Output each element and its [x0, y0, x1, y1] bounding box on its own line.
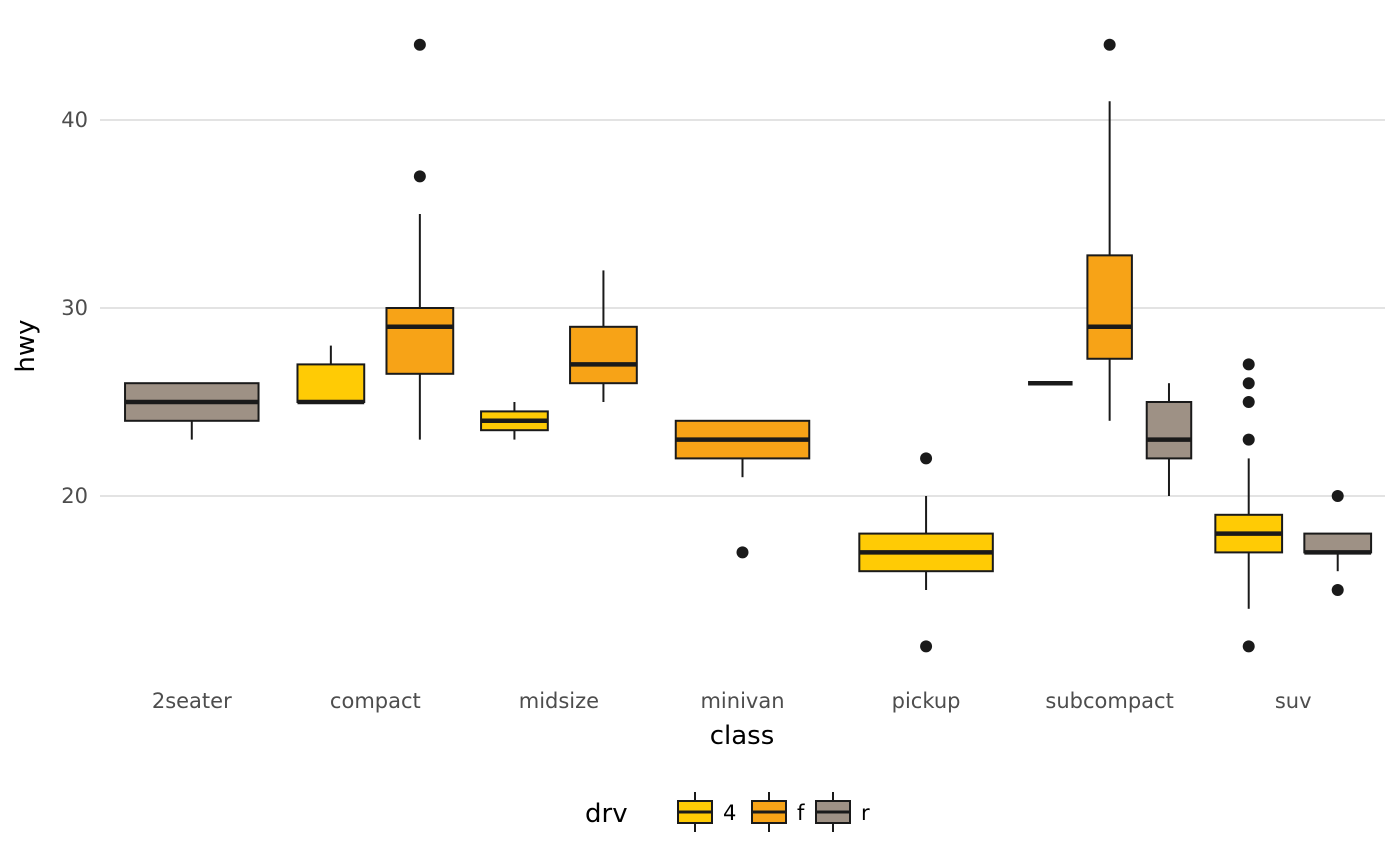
- outlier-point: [1242, 396, 1255, 408]
- outlier-point: [413, 38, 426, 51]
- legend-entry-f: f: [751, 792, 805, 832]
- x-axis-ticks: 2seater compact midsize minivan pickup subcom…: [152, 689, 1312, 713]
- x-tick-label: compact: [330, 689, 421, 713]
- box-body: [296, 363, 366, 403]
- box-suv-r: [1303, 490, 1373, 596]
- x-tick-label: suv: [1275, 689, 1312, 713]
- legend: drv 4 f r: [585, 792, 870, 832]
- x-tick-label: pickup: [892, 689, 961, 713]
- x-tick-label: subcompact: [1045, 689, 1173, 713]
- outlier-point: [1103, 38, 1116, 51]
- outlier-point: [1242, 358, 1255, 371]
- x-tick-label: minivan: [700, 689, 784, 713]
- y-axis-title: hwy: [11, 319, 41, 372]
- legend-entry-r: r: [815, 792, 870, 832]
- x-axis-title: class: [710, 721, 775, 751]
- box-midsize-4: [480, 402, 549, 440]
- box-2seater-r: [124, 382, 260, 440]
- box-body: [569, 325, 638, 385]
- legend-label: r: [861, 801, 870, 825]
- legend-title: drv: [585, 799, 628, 829]
- legend-entry-4: 4: [677, 792, 736, 832]
- box-suv-4: [1214, 358, 1284, 653]
- box-body: [385, 307, 455, 375]
- legend-label: f: [797, 801, 805, 825]
- legend-label: 4: [723, 801, 736, 825]
- box-pickup-4: [858, 452, 994, 653]
- grid-lines: [100, 119, 1385, 497]
- box-body: [1086, 254, 1133, 360]
- box-midsize-f: [569, 270, 638, 402]
- x-tick-label: midsize: [519, 689, 599, 713]
- outlier-point: [920, 640, 933, 653]
- outlier-point: [920, 452, 933, 465]
- box-series: [124, 38, 1373, 653]
- box-compact-f: [385, 38, 455, 440]
- box-subcompact-f: [1086, 38, 1133, 421]
- outlier-point: [1331, 584, 1344, 596]
- y-axis-ticks: 20 30 40: [61, 108, 88, 508]
- outlier-point: [1242, 377, 1255, 390]
- outlier-point: [413, 170, 426, 183]
- outlier-point: [1331, 490, 1344, 502]
- box-compact-4: [296, 345, 366, 405]
- box-minivan-f: [674, 419, 811, 559]
- y-tick-label: 30: [61, 296, 88, 320]
- outlier-point: [1242, 640, 1255, 653]
- x-tick-label: 2seater: [152, 689, 232, 713]
- box-body: [1303, 532, 1373, 554]
- outlier-point: [736, 546, 749, 559]
- y-tick-label: 20: [61, 484, 88, 508]
- outlier-point: [1242, 433, 1255, 446]
- box-subcompact-r: [1145, 383, 1193, 496]
- y-tick-label: 40: [61, 108, 88, 132]
- box-body: [1145, 401, 1193, 460]
